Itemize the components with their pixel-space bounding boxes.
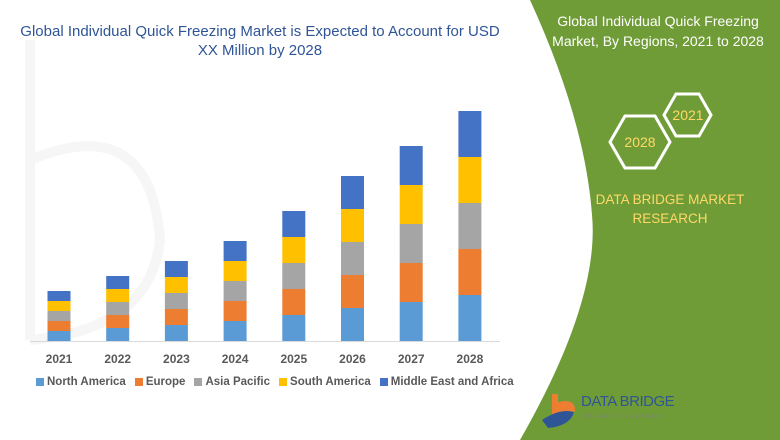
bar-segment-2023-middle-east-and-africa (164, 261, 188, 277)
bar-segment-2027-south-america (399, 185, 423, 224)
hex-2021 (662, 92, 713, 138)
x-tick-labels: 2021 2022 2023 2024 2025 2026 2027 2028 (46, 352, 484, 366)
bar-segment-2027-north-america (399, 302, 423, 341)
bar-segment-2022-asia-pacific (106, 302, 130, 315)
bar-segment-2026-south-america (341, 209, 364, 242)
logo-subtext: MARKET RESEARCH (583, 414, 663, 420)
bar-segment-2021-south-america (47, 301, 71, 311)
hex-label-2021: 2021 (672, 107, 704, 123)
bar-segment-2023-asia-pacific (164, 293, 188, 309)
legend-swatch (194, 378, 203, 386)
legend-item: Asia Pacific (194, 376, 270, 388)
bars-group (47, 111, 482, 341)
bar-segment-2028-north-america (458, 295, 482, 341)
bar-segment-2022-europe (106, 315, 130, 328)
x-tick-label: 2026 (339, 352, 366, 366)
bar-segment-2025-north-america (282, 315, 306, 341)
legend-swatch (279, 378, 288, 386)
bar-segment-2027-europe (399, 263, 423, 302)
x-tick-label: 2027 (398, 352, 425, 366)
brand-text: DATA BRIDGE MARKET RESEARCH (595, 192, 745, 226)
bar-segment-2026-middle-east-and-africa (341, 176, 364, 209)
legend-label: Middle East and Africa (390, 376, 514, 388)
legend-item: South America (279, 376, 371, 388)
bar-segment-2027-middle-east-and-africa (399, 146, 423, 185)
bar-segment-2025-europe (282, 289, 306, 315)
bar-segment-2025-middle-east-and-africa (282, 211, 306, 237)
x-tick-label: 2028 (457, 352, 484, 366)
legend-item: Middle East and Africa (379, 376, 514, 388)
legend-label: South America (290, 376, 371, 388)
legend-label: Europe (145, 376, 186, 388)
x-tick-label: 2021 (46, 352, 73, 366)
bar-segment-2023-europe (164, 309, 188, 325)
hex-label-2028: 2028 (624, 134, 656, 150)
legend-label: North America (47, 376, 126, 388)
green-panel (520, 0, 780, 440)
logo-text: DATA BRIDGE (581, 393, 675, 410)
legend-swatch (134, 378, 143, 386)
bar-segment-2021-asia-pacific (47, 311, 71, 321)
bar-segment-2021-europe (47, 321, 71, 331)
bar-segment-2024-middle-east-and-africa (223, 241, 247, 261)
bar-segment-2024-asia-pacific (223, 281, 247, 301)
panel-title: Global Individual Quick Freezing Market,… (552, 13, 764, 49)
hex-2028 (608, 114, 672, 170)
bar-segment-2022-north-america (106, 328, 130, 341)
bar-segment-2022-middle-east-and-africa (106, 276, 130, 289)
bar-segment-2026-asia-pacific (341, 242, 364, 275)
bar-segment-2028-asia-pacific (458, 203, 482, 249)
bar-segment-2021-middle-east-and-africa (47, 291, 71, 301)
bar-segment-2025-south-america (282, 237, 306, 263)
bar-segment-2023-south-america (164, 277, 188, 293)
watermark-shape (25, 40, 166, 345)
bar-segment-2021-north-america (47, 331, 71, 341)
bar-segment-2028-europe (458, 249, 482, 295)
x-tick-label: 2022 (104, 352, 131, 366)
chart-title: Global Individual Quick Freezing Market … (20, 23, 500, 59)
bar-segment-2022-south-america (106, 289, 130, 302)
x-tick-label: 2024 (222, 352, 249, 366)
x-tick-label: 2023 (163, 352, 190, 366)
bar-segment-2025-asia-pacific (282, 263, 306, 289)
bar-segment-2024-europe (223, 301, 247, 321)
legend-item: North America (36, 376, 126, 388)
legend: North America Europe Asia Pacific South … (36, 376, 514, 388)
legend-label: Asia Pacific (205, 376, 271, 388)
bar-segment-2026-north-america (341, 308, 364, 341)
legend-swatch (379, 378, 388, 386)
legend-item: Europe (134, 376, 186, 388)
bar-segment-2024-north-america (223, 321, 247, 341)
bar-segment-2028-middle-east-and-africa (458, 111, 482, 157)
x-tick-label: 2025 (280, 352, 307, 366)
bar-segment-2024-south-america (223, 261, 247, 281)
bar-segment-2026-europe (341, 275, 364, 308)
legend-swatch (36, 378, 44, 386)
bar-segment-2023-north-america (164, 325, 188, 341)
bar-segment-2028-south-america (458, 157, 482, 203)
logo-icon (542, 394, 575, 428)
bar-segment-2027-asia-pacific (399, 224, 423, 263)
